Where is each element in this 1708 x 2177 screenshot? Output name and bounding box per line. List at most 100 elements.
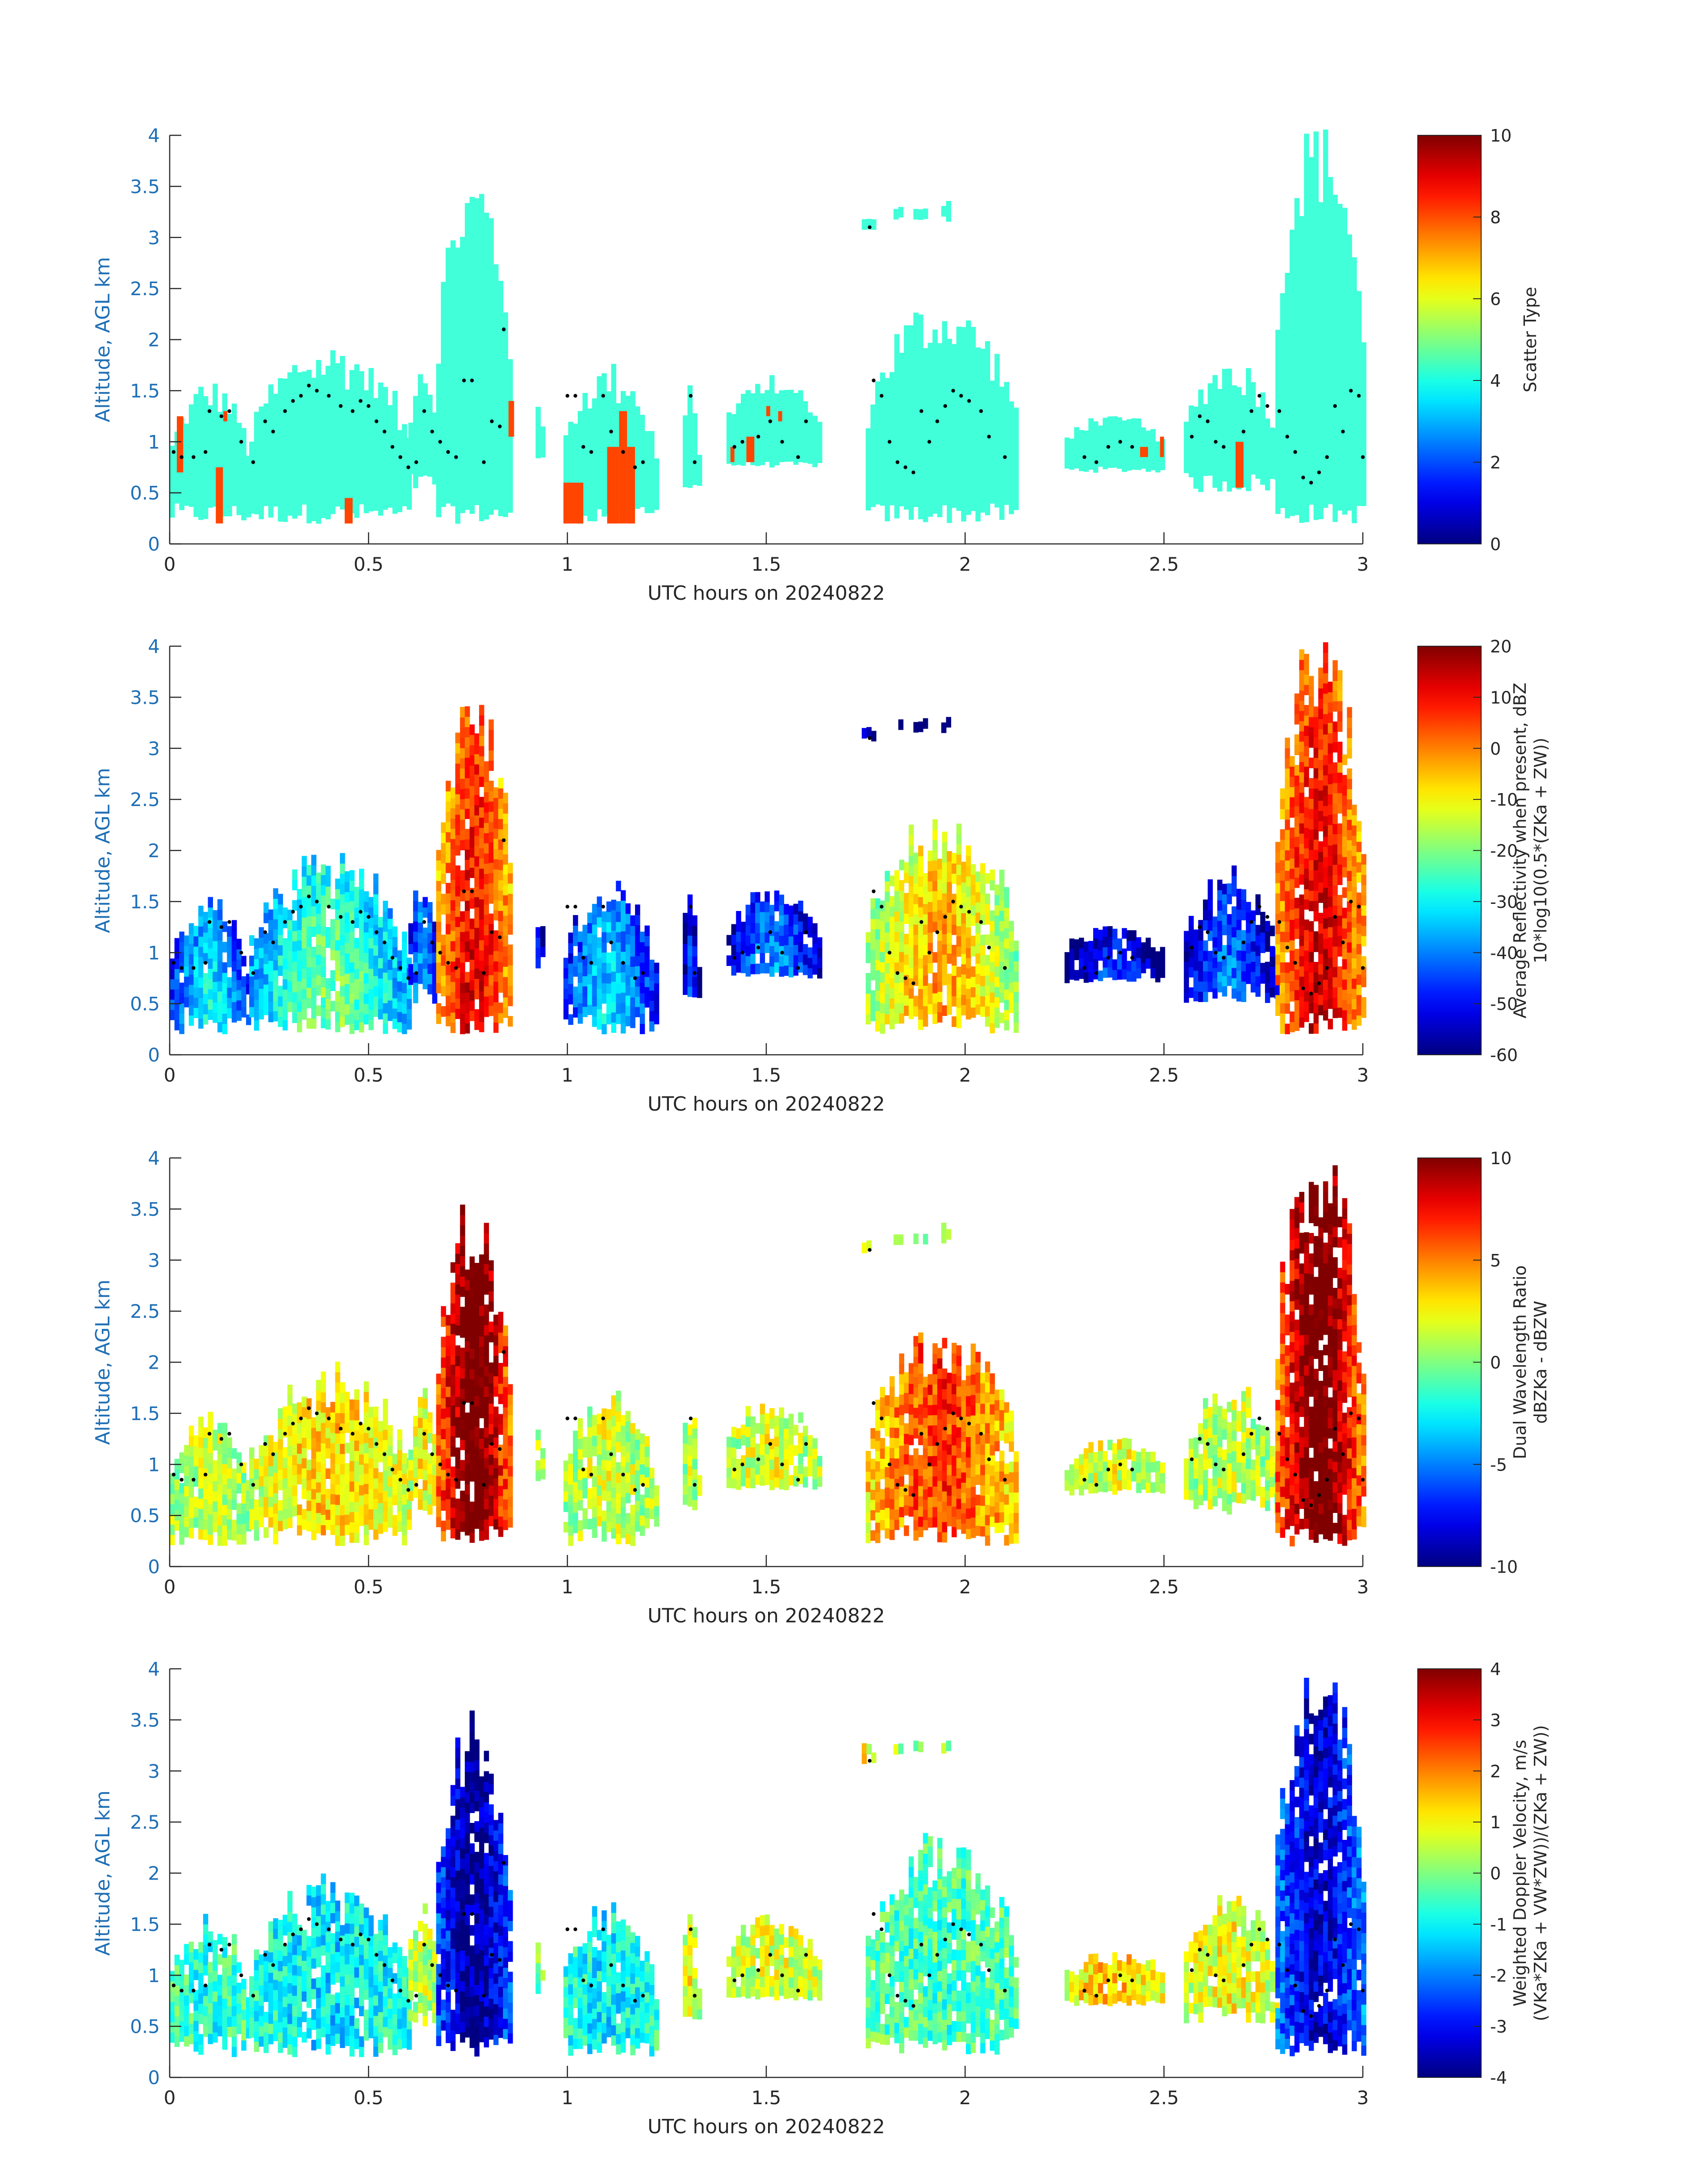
heatmap-cell (1304, 440, 1309, 451)
heatmap-cell (170, 1009, 175, 1020)
heatmap-cell (1318, 325, 1324, 335)
heatmap-cell (788, 936, 794, 947)
heatmap-cell (392, 926, 398, 937)
heatmap-cell (282, 481, 288, 492)
heatmap-cell (1265, 972, 1270, 983)
heatmap-cell (489, 320, 494, 331)
heatmap-cell (621, 391, 626, 402)
heatmap-cell (923, 440, 928, 451)
heatmap-cell (392, 978, 398, 988)
heatmap-cell (335, 475, 340, 486)
heatmap-cell (484, 986, 489, 997)
heatmap-cell (687, 416, 693, 427)
heatmap-cell (1352, 400, 1357, 411)
heatmap-cell (908, 978, 914, 989)
heatmap-cell (326, 468, 331, 479)
heatmap-cell (587, 953, 593, 964)
heatmap-cell (1250, 433, 1256, 444)
heatmap-cell (1361, 342, 1366, 353)
heatmap-cell (227, 936, 232, 947)
heatmap-cell (880, 941, 885, 952)
heatmap-cell (817, 432, 823, 443)
heatmap-cell (1009, 401, 1014, 412)
heatmap-cell (918, 488, 923, 499)
heatmap-cell (316, 370, 322, 381)
heatmap-cell (479, 316, 484, 327)
heatmap-cell (779, 935, 784, 946)
heatmap-cell (990, 483, 995, 493)
heatmap-cell (273, 898, 279, 909)
heatmap-cell (282, 1020, 288, 1031)
heatmap-cell (1198, 389, 1203, 400)
heatmap-cell (937, 364, 943, 374)
heatmap-cell (1323, 272, 1328, 283)
heatmap-cell (1150, 460, 1156, 471)
heatmap-cell (630, 422, 635, 433)
heatmap-cell (489, 412, 494, 423)
heatmap-cell (597, 468, 602, 479)
heatmap-cell (980, 420, 986, 431)
heatmap-cell (597, 1019, 602, 1030)
heatmap-cell (1361, 485, 1366, 496)
heatmap-cell (1356, 383, 1362, 394)
heatmap-cell (1323, 139, 1328, 150)
heatmap-cell (937, 971, 943, 982)
heatmap-cell (1332, 440, 1338, 451)
heatmap-cell (450, 961, 456, 972)
heatmap-cell (1222, 460, 1228, 472)
heatmap-cell (736, 414, 741, 424)
heatmap-cell (1294, 504, 1300, 515)
heatmap-cell (330, 472, 336, 484)
heatmap-cell (956, 997, 962, 1008)
heatmap-cell (427, 394, 433, 405)
heatmap-cell (1313, 499, 1319, 510)
heatmap-cell (427, 415, 433, 426)
heatmap-cell (1088, 439, 1094, 450)
heatmap-cell (1275, 954, 1281, 965)
heatmap-cell (947, 492, 952, 503)
precip-column (563, 482, 584, 524)
heatmap-cell (918, 427, 923, 438)
heatmap-cell (885, 932, 890, 943)
heatmap-cell (755, 963, 760, 974)
heatmap-cell (316, 974, 322, 986)
heatmap-cell (947, 359, 952, 370)
heatmap-cell (1112, 959, 1118, 970)
heatmap-cell (577, 1003, 583, 1014)
heatmap-cell (1222, 379, 1228, 390)
heatmap-cell (577, 993, 583, 1003)
heatmap-cell (422, 434, 428, 445)
heatmap-cell (1265, 931, 1270, 942)
heatmap-cell (1332, 276, 1338, 287)
y-tick-label: 0.5 (130, 482, 160, 504)
heatmap-cell (654, 983, 660, 994)
heatmap-cell (402, 993, 407, 1004)
heatmap-cell (812, 923, 818, 934)
heatmap-cell (413, 437, 418, 447)
heatmap-cell (493, 295, 499, 306)
heatmap-cell (503, 476, 508, 487)
heatmap-cell (1188, 926, 1194, 937)
heatmap-cell (363, 441, 369, 452)
heatmap-cell (1145, 948, 1151, 959)
heatmap-cell (359, 991, 364, 1002)
heatmap-cell (1079, 958, 1084, 969)
heatmap-cell (918, 365, 923, 376)
heatmap-cell (278, 439, 283, 450)
heatmap-cell (990, 910, 995, 921)
heatmap-cell (311, 480, 317, 491)
heatmap-cell (479, 418, 484, 430)
heatmap-cell (611, 920, 617, 931)
heatmap-cell (1227, 894, 1232, 904)
heatmap-cell (1241, 436, 1246, 447)
heatmap-cell (1352, 349, 1357, 360)
heatmap-cell (460, 400, 465, 411)
heatmap-cell (592, 996, 597, 1007)
heatmap-cell (1290, 280, 1295, 292)
heatmap-cell (193, 496, 199, 507)
hydrometeor-dot (1082, 455, 1086, 459)
heatmap-cell (1145, 937, 1151, 949)
heatmap-cell (446, 903, 451, 914)
heatmap-cell (1342, 504, 1348, 515)
heatmap-cell (413, 426, 418, 437)
